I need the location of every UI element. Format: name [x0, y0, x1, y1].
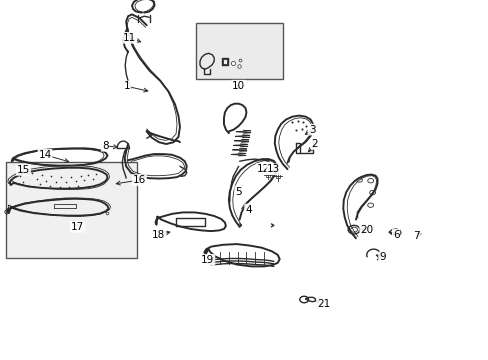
Text: 11: 11 — [122, 33, 136, 43]
Text: 2: 2 — [311, 139, 318, 149]
Text: 21: 21 — [316, 299, 330, 309]
Text: 13: 13 — [266, 164, 280, 174]
Text: 10: 10 — [232, 81, 244, 91]
Text: 9: 9 — [378, 252, 385, 262]
Text: 4: 4 — [244, 204, 251, 215]
Text: 18: 18 — [152, 230, 165, 240]
Text: 14: 14 — [38, 150, 52, 160]
Text: 17: 17 — [70, 222, 84, 232]
Text: 7: 7 — [412, 231, 419, 241]
Bar — [195, 23, 282, 79]
Text: 1: 1 — [123, 81, 130, 91]
Text: 5: 5 — [235, 186, 242, 197]
Text: 6: 6 — [392, 230, 399, 240]
Text: 8: 8 — [102, 141, 108, 151]
Text: 16: 16 — [132, 175, 146, 185]
Text: 15: 15 — [17, 165, 30, 175]
Text: 3: 3 — [308, 125, 315, 135]
Bar — [6, 162, 137, 258]
Text: 12: 12 — [256, 164, 269, 174]
Text: 20: 20 — [360, 225, 372, 235]
Text: 19: 19 — [201, 255, 214, 265]
